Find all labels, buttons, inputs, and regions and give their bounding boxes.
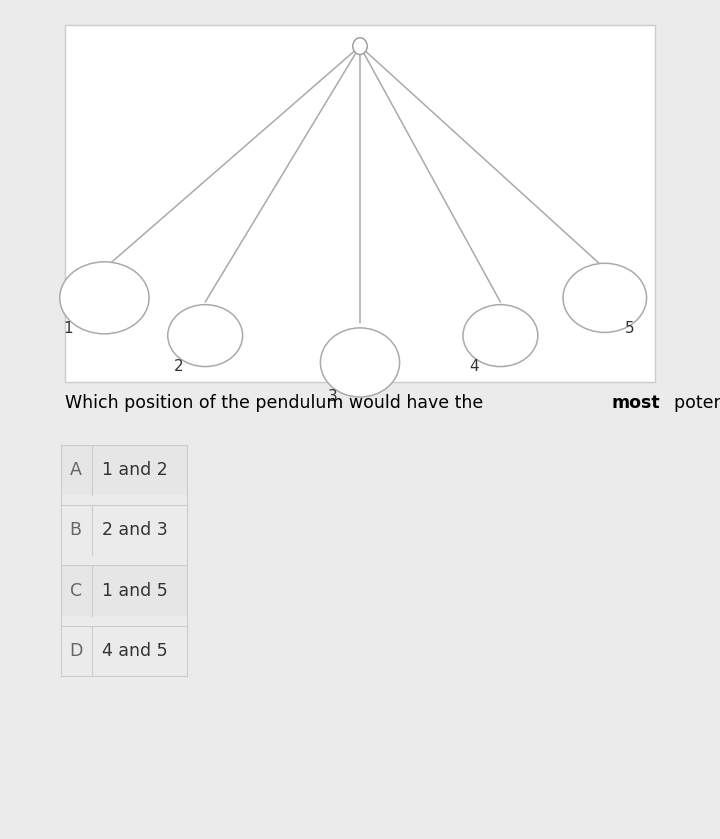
FancyBboxPatch shape bbox=[61, 565, 187, 616]
Ellipse shape bbox=[60, 262, 149, 334]
Ellipse shape bbox=[320, 328, 400, 397]
Text: potential energy: potential energy bbox=[675, 393, 720, 412]
Circle shape bbox=[353, 38, 367, 55]
Text: Which position of the pendulum would have the: Which position of the pendulum would hav… bbox=[65, 393, 489, 412]
Text: 5: 5 bbox=[625, 321, 635, 336]
Text: 1: 1 bbox=[63, 321, 73, 336]
Text: 3: 3 bbox=[328, 388, 338, 404]
Text: most: most bbox=[611, 393, 660, 412]
Text: A: A bbox=[70, 461, 81, 479]
Ellipse shape bbox=[463, 305, 538, 367]
Text: 4 and 5: 4 and 5 bbox=[102, 642, 168, 660]
Text: 1 and 5: 1 and 5 bbox=[102, 581, 168, 600]
Ellipse shape bbox=[563, 263, 647, 332]
Text: C: C bbox=[70, 581, 81, 600]
FancyBboxPatch shape bbox=[61, 445, 187, 495]
FancyBboxPatch shape bbox=[65, 25, 655, 382]
Text: 2: 2 bbox=[174, 359, 184, 374]
Text: 1 and 2: 1 and 2 bbox=[102, 461, 168, 479]
Ellipse shape bbox=[168, 305, 243, 367]
Text: 2 and 3: 2 and 3 bbox=[102, 521, 168, 539]
Text: D: D bbox=[69, 642, 82, 660]
Text: B: B bbox=[70, 521, 81, 539]
Text: 4: 4 bbox=[469, 359, 479, 374]
